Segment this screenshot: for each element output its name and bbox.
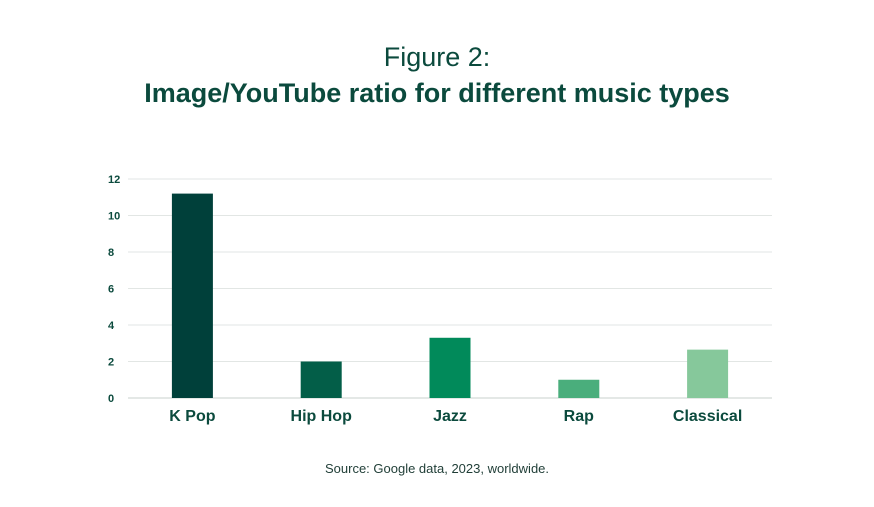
- bar: [687, 349, 729, 398]
- chart-title: Figure 2: Image/YouTube ratio for differ…: [0, 40, 874, 112]
- x-tick-label: Classical: [673, 408, 742, 425]
- y-tick-label: 0: [108, 393, 114, 405]
- chart-heading: Image/YouTube ratio for different music …: [144, 78, 730, 108]
- x-tick-label: Hip Hop: [291, 408, 353, 425]
- y-tick-label: 12: [108, 174, 120, 186]
- y-tick-label: 8: [108, 247, 114, 259]
- x-tick-label: Jazz: [433, 408, 467, 425]
- bar: [171, 193, 213, 398]
- y-tick-label: 10: [108, 211, 120, 223]
- figure-label: Figure 2:: [383, 42, 491, 72]
- x-tick-label: Rap: [564, 408, 594, 425]
- y-tick-label: 2: [108, 357, 114, 369]
- bar: [558, 379, 600, 398]
- bar: [300, 361, 342, 398]
- source-note: Source: Google data, 2023, worldwide.: [324, 461, 550, 476]
- bar: [429, 337, 471, 398]
- y-tick-label: 6: [108, 284, 114, 296]
- y-tick-label: 4: [108, 320, 115, 332]
- x-tick-label: K Pop: [169, 408, 215, 425]
